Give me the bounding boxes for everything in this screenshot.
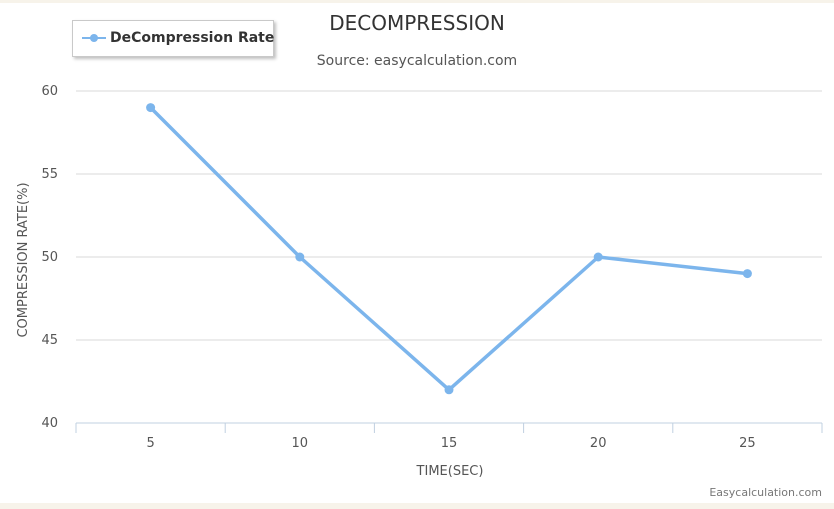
x-axis-ticks: 5 10 15 20 25: [146, 436, 755, 451]
y-tick-label: 60: [41, 84, 58, 99]
data-point[interactable]: [146, 103, 156, 113]
x-tick-label: 5: [146, 436, 154, 451]
series-line-path: [148, 105, 750, 392]
y-axis-title: COMPRESSION RATE(%): [16, 182, 31, 337]
y-axis-ticks: 40 45 50 55 60: [41, 84, 58, 431]
x-tick-label: 20: [590, 436, 607, 451]
gridlines: [76, 90, 822, 341]
y-tick-label: 45: [41, 333, 58, 348]
credit-text[interactable]: Easycalculation.com: [709, 486, 822, 499]
data-point[interactable]: [295, 252, 305, 262]
chart-subtitle: Source: easycalculation.com: [316, 53, 518, 69]
y-tick-label: 50: [41, 250, 58, 265]
series-line[interactable]: [146, 103, 752, 395]
legend-item-label[interactable]: DeCompression Rate: [110, 30, 275, 46]
line-chart: 40 45 50 55 60 5 10 15 20 25 COMPRESSION RATE(%)…: [16, 84, 823, 479]
y-tick-label: 40: [41, 416, 58, 431]
y-tick-label: 55: [41, 167, 58, 182]
data-point[interactable]: [444, 385, 454, 395]
x-axis-title: TIME(SEC): [416, 464, 484, 479]
chart-container: 40 45 50 55 60 5 10 15 20 25 COMPRESSION RATE(%)…: [0, 3, 834, 503]
x-tick-label: 25: [739, 436, 756, 451]
x-axis: [75, 422, 823, 433]
x-tick-label: 10: [292, 436, 309, 451]
data-point[interactable]: [593, 252, 603, 262]
legend[interactable]: DeCompression Rate: [72, 20, 274, 57]
data-point[interactable]: [742, 269, 752, 279]
x-tick-label: 15: [441, 436, 458, 451]
legend-line-icon: [82, 34, 106, 42]
chart-title: DECOMPRESSION: [329, 11, 505, 35]
